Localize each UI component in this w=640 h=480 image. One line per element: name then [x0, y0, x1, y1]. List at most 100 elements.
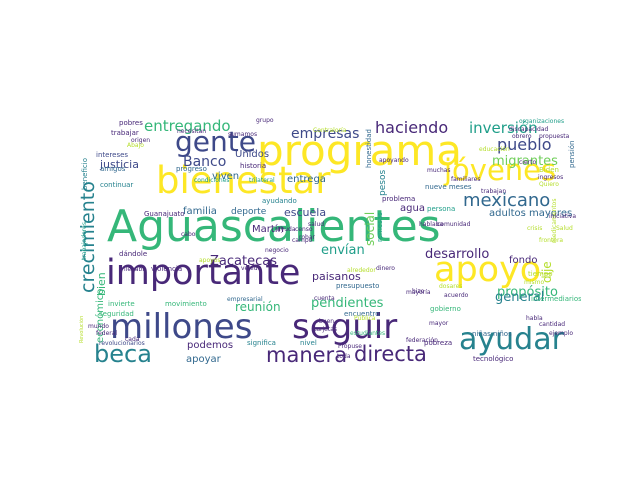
- word: dinero: [376, 265, 395, 272]
- word: tarjetas: [314, 326, 338, 333]
- word: Biden: [539, 166, 559, 174]
- word: niñas niños: [472, 330, 512, 338]
- word: ingresos: [538, 174, 564, 181]
- word: Abajo: [127, 142, 144, 149]
- word: agua: [400, 203, 425, 214]
- word: gobierno: [430, 305, 461, 313]
- word: inversión: [469, 119, 538, 137]
- word: cantidad: [539, 321, 566, 328]
- word: bienestar: [156, 159, 331, 202]
- word: ejemplo: [549, 330, 574, 337]
- word: justicia: [100, 158, 139, 171]
- word: honestidad: [365, 129, 373, 168]
- word: programa: [257, 126, 463, 175]
- word: continuar: [100, 181, 134, 189]
- word: adultos mayores: [489, 208, 573, 219]
- word: cada: [125, 336, 140, 343]
- word: directa: [354, 342, 427, 366]
- word: Quiero: [539, 181, 559, 188]
- word: origen: [131, 137, 151, 144]
- word: seguir: [292, 307, 398, 347]
- word: pensión: [568, 140, 576, 169]
- word: familiares: [451, 176, 481, 183]
- word: Aguascalientes: [107, 201, 441, 252]
- word: ayudando: [262, 197, 297, 205]
- word: haciendo: [375, 118, 449, 137]
- word: empresas: [291, 126, 360, 142]
- word: podemos: [187, 340, 234, 351]
- word: mundo: [88, 323, 109, 330]
- word: negocio: [265, 247, 289, 254]
- word: campo: [292, 237, 313, 244]
- word: intermediarios: [531, 295, 581, 303]
- word: frontera: [539, 237, 564, 244]
- word: problema: [382, 195, 416, 203]
- word: Contraloría: [313, 127, 347, 134]
- word: pobreza: [424, 339, 453, 347]
- word: migrantes: [492, 154, 558, 169]
- word: propósito: [497, 285, 558, 300]
- word: toda: [337, 353, 351, 360]
- word: viven: [212, 171, 240, 182]
- word: hablaba: [419, 221, 444, 228]
- word: tiempo: [528, 270, 553, 278]
- word: cabo: [181, 231, 196, 238]
- word: tecnológico: [473, 355, 514, 363]
- word: historia: [240, 162, 267, 170]
- word: importante: [106, 253, 301, 293]
- word: nivel: [300, 339, 317, 347]
- word: propuesta: [539, 133, 570, 140]
- word: familia: [183, 206, 217, 217]
- word: mexicano: [463, 190, 551, 211]
- word: remesas: [376, 212, 384, 242]
- word: mismo: [524, 279, 545, 286]
- word: hizo: [412, 288, 425, 295]
- word: sumamos: [228, 131, 258, 138]
- word: progreso: [176, 165, 207, 173]
- word: invierte: [108, 300, 135, 308]
- word: deporte: [231, 207, 267, 217]
- word: venido: [241, 265, 262, 272]
- word: crisis: [527, 225, 543, 232]
- word: intereses: [96, 151, 129, 159]
- word: fondo: [509, 255, 538, 266]
- word: dosares: [439, 283, 463, 290]
- word: reunión: [235, 300, 281, 314]
- word: revolucionarios: [99, 340, 145, 347]
- word: persona: [427, 205, 456, 213]
- word: apoyando: [379, 157, 409, 164]
- word: apoyos: [199, 257, 221, 264]
- word: censo: [295, 226, 313, 233]
- word: Revolución: [79, 315, 85, 343]
- word: federal: [96, 330, 118, 337]
- word: violencia: [151, 265, 183, 273]
- word: discapacidad: [509, 126, 549, 133]
- word: estudiantes: [350, 330, 386, 337]
- word: pueblo: [497, 135, 552, 154]
- word: necesitan: [177, 128, 207, 135]
- word: ayuda: [277, 226, 296, 233]
- word: pesos: [378, 169, 388, 196]
- word: organizaciones: [519, 118, 565, 125]
- word: iniciativa: [549, 213, 577, 220]
- word: obrero: [512, 133, 532, 140]
- word: federación: [406, 337, 438, 344]
- word: condiciones: [194, 177, 230, 184]
- word: Guanajuato: [144, 210, 185, 218]
- word-cloud: Aguascalientes programa bienestar import…: [79, 118, 581, 369]
- word: escuela: [284, 206, 327, 219]
- word: alrededor: [347, 267, 376, 274]
- word: general: [495, 290, 545, 305]
- word: entrega: [287, 174, 326, 185]
- word: manera: [266, 343, 348, 367]
- word: beca: [94, 340, 152, 368]
- word: robar: [299, 234, 315, 241]
- word: comunidad: [437, 221, 471, 228]
- word: beneficio: [81, 158, 89, 190]
- word: Salud: [556, 225, 573, 232]
- word: grupo: [256, 118, 274, 124]
- word: apoyar: [186, 354, 221, 365]
- word: empresarial: [227, 296, 263, 303]
- word: apoyo: [434, 250, 542, 290]
- word: Unidos: [235, 149, 270, 160]
